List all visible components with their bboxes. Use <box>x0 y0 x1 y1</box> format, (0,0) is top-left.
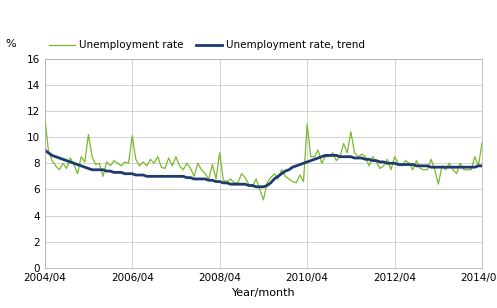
Unemployment rate, trend <box>454 165 460 169</box>
Unemployment rate <box>228 177 234 181</box>
Unemployment rate <box>42 116 48 119</box>
Unemployment rate <box>144 164 150 168</box>
X-axis label: Year/month: Year/month <box>232 288 295 298</box>
Unemployment rate, trend <box>228 182 234 186</box>
Unemployment rate, trend <box>340 155 346 159</box>
Unemployment rate <box>319 161 325 165</box>
Unemployment rate, trend <box>42 148 48 152</box>
Unemployment rate <box>454 172 460 176</box>
Text: %: % <box>5 39 15 49</box>
Unemployment rate <box>479 140 485 144</box>
Unemployment rate, trend <box>144 174 150 178</box>
Unemployment rate, trend <box>479 164 485 168</box>
Unemployment rate <box>85 132 91 136</box>
Unemployment rate <box>340 142 346 145</box>
Unemployment rate <box>260 198 266 202</box>
Legend: Unemployment rate, Unemployment rate, trend: Unemployment rate, Unemployment rate, tr… <box>45 36 369 54</box>
Unemployment rate, trend <box>85 167 91 170</box>
Line: Unemployment rate: Unemployment rate <box>45 117 482 200</box>
Unemployment rate, trend <box>253 185 259 188</box>
Line: Unemployment rate, trend: Unemployment rate, trend <box>45 150 482 187</box>
Unemployment rate, trend <box>319 155 325 159</box>
